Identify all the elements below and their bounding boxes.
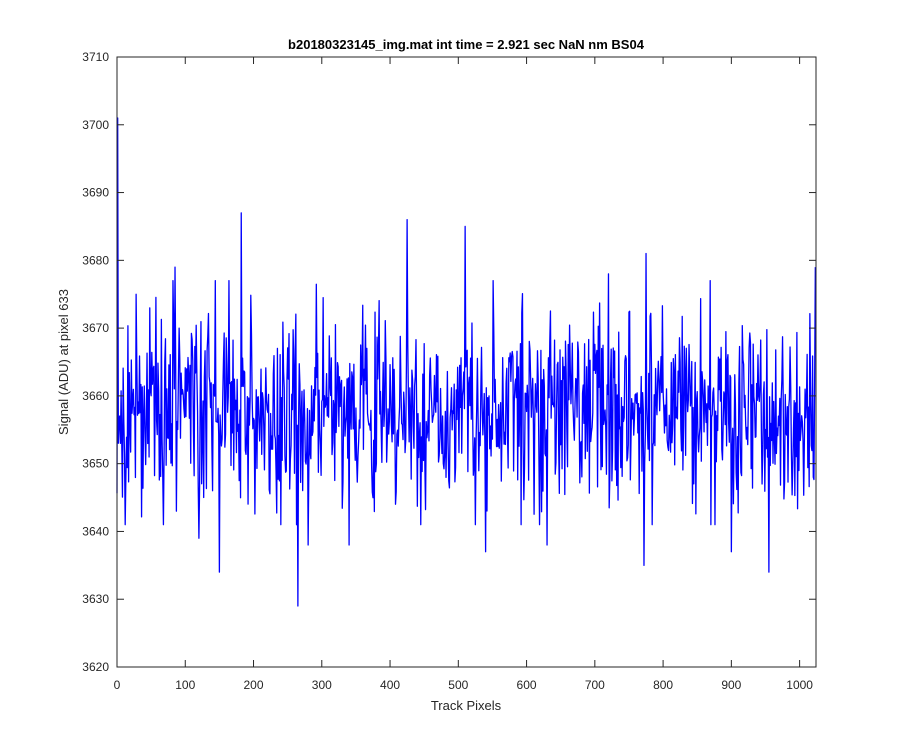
x-tick-label: 200 [244, 678, 264, 692]
x-tick-label: 800 [653, 678, 673, 692]
y-tick-label: 3620 [82, 660, 109, 674]
y-tick-label: 3650 [82, 457, 109, 471]
x-axis: 0 100 200 300 400 500 600 700 800 900 1000 [114, 57, 813, 692]
y-axis: 3620 3630 3640 3650 3660 3670 3680 3690 3700 3710 [82, 50, 816, 674]
series-line-0 [116, 117, 816, 607]
x-tick-label: 0 [114, 678, 121, 692]
y-tick-label: 3660 [82, 389, 109, 403]
y-tick-label: 3640 [82, 524, 109, 538]
y-tick-label: 3690 [82, 186, 109, 200]
x-tick-label: 400 [380, 678, 400, 692]
x-tick-label: 600 [517, 678, 537, 692]
x-tick-label: 100 [175, 678, 195, 692]
x-tick-label: 700 [585, 678, 605, 692]
y-tick-label: 3670 [82, 321, 109, 335]
y-tick-label: 3680 [82, 253, 109, 267]
x-tick-label: 900 [721, 678, 741, 692]
plot-frame [116, 56, 817, 668]
x-tick-label: 300 [312, 678, 332, 692]
x-tick-label: 500 [448, 678, 468, 692]
x-tick-label: 1000 [786, 678, 813, 692]
y-tick-label: 3630 [82, 592, 109, 606]
chart-title: b20180323145_img.mat int time = 2.921 se… [288, 37, 645, 52]
y-tick-label: 3700 [82, 118, 109, 132]
y-tick-label: 3710 [82, 50, 109, 64]
x-axis-label: Track Pixels [431, 698, 502, 713]
y-axis-label: Signal (ADU) at pixel 633 [56, 289, 71, 435]
